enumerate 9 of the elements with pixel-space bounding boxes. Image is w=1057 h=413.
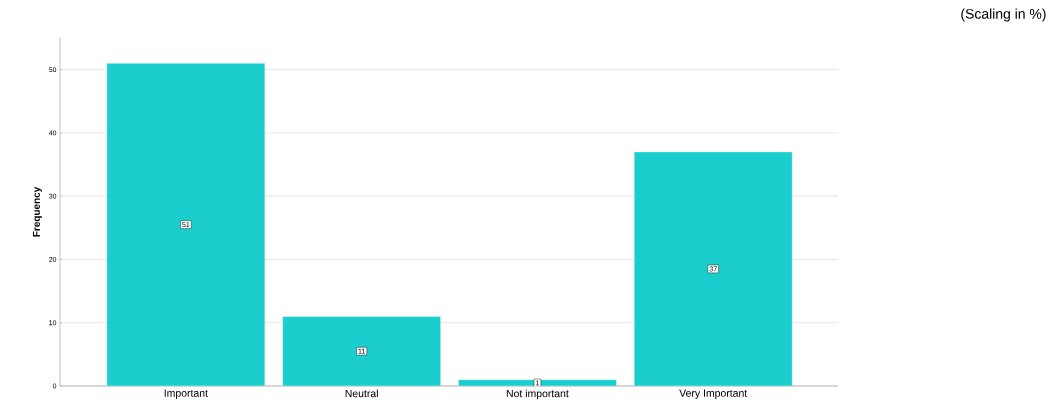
x-tick-label: Not important <box>506 389 569 400</box>
x-tick-label: Neutral <box>345 389 378 398</box>
x-tick-label: Very Important <box>679 389 748 399</box>
y-axis-title: Frequency <box>32 186 42 237</box>
bar <box>106 63 266 386</box>
x-tick-label: Important <box>164 389 208 399</box>
text: (Scaling in %) <box>961 8 1046 22</box>
bar <box>282 316 441 386</box>
bar <box>634 151 793 386</box>
